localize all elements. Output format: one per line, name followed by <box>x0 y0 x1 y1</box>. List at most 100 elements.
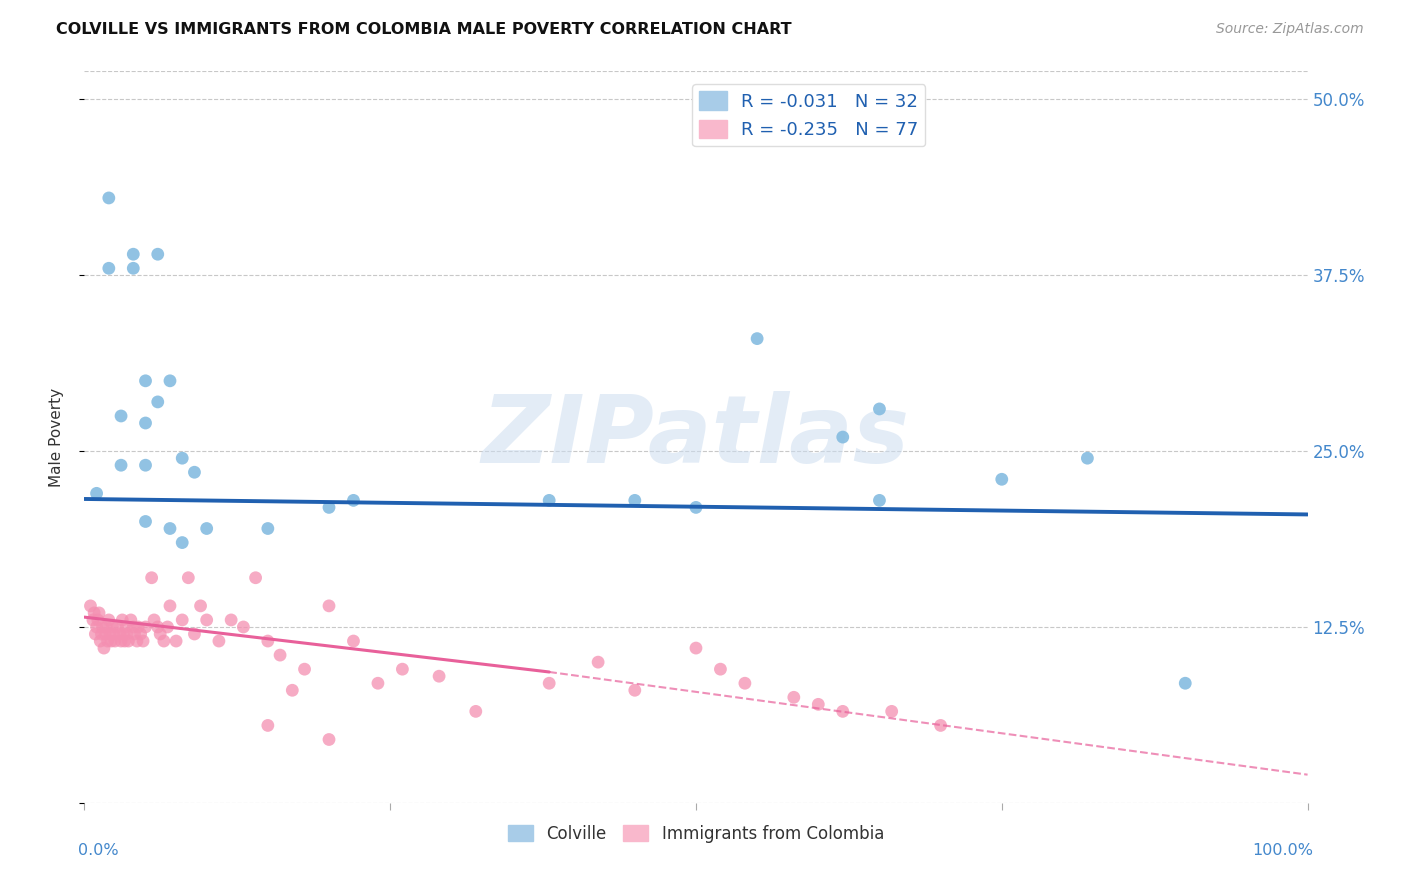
Point <box>281 683 304 698</box>
Point <box>97 261 120 276</box>
Point <box>105 620 128 634</box>
Point <box>146 247 169 261</box>
Y-axis label: Male Poverty: Male Poverty <box>49 387 63 487</box>
Text: COLVILLE VS IMMIGRANTS FROM COLOMBIA MALE POVERTY CORRELATION CHART: COLVILLE VS IMMIGRANTS FROM COLOMBIA MAL… <box>56 22 792 37</box>
Point <box>427 669 450 683</box>
Point <box>342 493 364 508</box>
Point <box>135 458 157 473</box>
Point <box>110 634 132 648</box>
Point <box>89 634 111 648</box>
Point <box>257 634 280 648</box>
Point <box>195 521 218 535</box>
Point <box>190 599 212 613</box>
Point <box>318 599 340 613</box>
Point <box>586 655 609 669</box>
Point <box>127 620 149 634</box>
Point <box>165 634 187 648</box>
Point <box>98 627 121 641</box>
Text: Source: ZipAtlas.com: Source: ZipAtlas.com <box>1216 22 1364 37</box>
Point <box>747 332 769 346</box>
Point <box>269 648 291 662</box>
Point <box>135 620 157 634</box>
Point <box>294 662 316 676</box>
Point <box>124 627 146 641</box>
Point <box>110 458 132 473</box>
Point <box>83 606 105 620</box>
Point <box>318 732 340 747</box>
Point <box>831 705 853 719</box>
Point <box>103 627 125 641</box>
Point <box>79 599 101 613</box>
Point <box>159 521 181 535</box>
Point <box>685 500 707 515</box>
Point <box>831 430 853 444</box>
Point <box>149 627 172 641</box>
Point <box>807 698 830 712</box>
Point <box>96 620 118 634</box>
Point <box>538 676 561 690</box>
Text: 100.0%: 100.0% <box>1253 843 1313 858</box>
Legend: Colville, Immigrants from Colombia: Colville, Immigrants from Colombia <box>502 818 890 849</box>
Point <box>143 613 166 627</box>
Point <box>112 627 135 641</box>
Point <box>141 571 163 585</box>
Point <box>991 472 1014 486</box>
Point <box>783 690 806 705</box>
Point <box>91 620 114 634</box>
Point <box>100 634 122 648</box>
Point <box>104 634 127 648</box>
Text: ZIPatlas: ZIPatlas <box>482 391 910 483</box>
Point <box>146 395 169 409</box>
Point <box>132 634 155 648</box>
Point <box>115 620 138 634</box>
Point <box>156 620 179 634</box>
Point <box>120 613 142 627</box>
Point <box>734 676 756 690</box>
Point <box>97 191 120 205</box>
Point <box>125 634 148 648</box>
Point <box>86 620 108 634</box>
Point <box>135 374 157 388</box>
Point <box>869 493 891 508</box>
Point <box>97 634 120 648</box>
Point <box>183 465 205 479</box>
Point <box>232 620 254 634</box>
Point <box>464 705 486 719</box>
Point <box>153 634 176 648</box>
Point <box>135 416 157 430</box>
Point <box>97 613 120 627</box>
Point <box>108 627 131 641</box>
Point <box>177 571 200 585</box>
Point <box>538 493 561 508</box>
Point <box>159 374 181 388</box>
Point <box>82 613 104 627</box>
Point <box>101 620 124 634</box>
Point <box>135 515 157 529</box>
Point <box>257 521 280 535</box>
Point <box>257 718 280 732</box>
Point <box>869 401 891 416</box>
Point <box>880 705 903 719</box>
Point <box>114 634 136 648</box>
Text: 0.0%: 0.0% <box>79 843 120 858</box>
Point <box>84 627 107 641</box>
Point <box>929 718 952 732</box>
Point <box>87 613 110 627</box>
Point <box>122 247 145 261</box>
Point <box>115 627 138 641</box>
Point <box>208 634 231 648</box>
Point <box>195 613 218 627</box>
Point <box>624 493 647 508</box>
Point <box>111 613 134 627</box>
Point <box>122 620 145 634</box>
Point <box>86 486 108 500</box>
Point <box>122 261 145 276</box>
Point <box>245 571 267 585</box>
Point <box>183 627 205 641</box>
Point <box>342 634 364 648</box>
Point <box>129 627 152 641</box>
Point <box>110 409 132 423</box>
Point <box>624 683 647 698</box>
Point <box>93 641 115 656</box>
Point <box>146 620 169 634</box>
